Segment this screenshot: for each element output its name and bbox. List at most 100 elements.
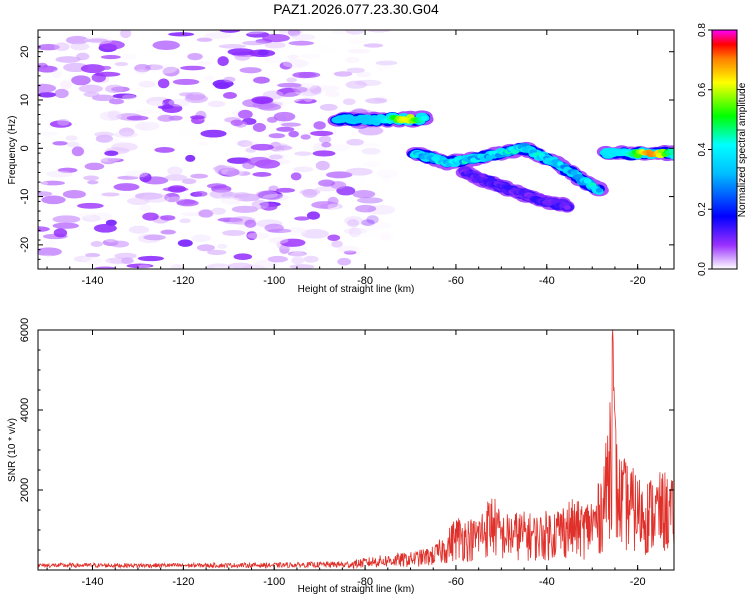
noise-blob	[137, 123, 150, 131]
noise-blob	[343, 250, 357, 255]
noise-blob	[314, 186, 338, 192]
noise-blob	[103, 233, 127, 243]
noise-blob	[45, 170, 73, 178]
noise-blob	[327, 234, 341, 241]
noise-blob	[38, 254, 56, 261]
noise-blob	[77, 212, 90, 217]
noise-blob	[52, 222, 80, 229]
noise-blob	[125, 170, 149, 178]
noise-blob	[330, 30, 352, 35]
noise-blob	[105, 84, 124, 94]
noise-blob	[203, 76, 215, 81]
noise-blob	[196, 61, 213, 66]
noise-blob	[345, 80, 368, 89]
noise-blob	[288, 130, 299, 138]
noise-blob	[84, 36, 113, 45]
noise-blob	[213, 266, 234, 269]
noise-blob	[365, 97, 388, 104]
noise-blob	[289, 264, 315, 269]
noise-blob	[246, 31, 270, 38]
noise-blob	[293, 166, 314, 173]
noise-blob	[40, 180, 66, 186]
noise-blob	[268, 133, 286, 139]
noise-blob	[300, 54, 322, 59]
noise-blob	[157, 78, 170, 89]
noise-blob	[233, 253, 253, 261]
noise-blob	[354, 79, 382, 87]
noise-blob	[356, 197, 383, 204]
spectrogram-x-tick-label: -140	[81, 275, 103, 287]
noise-blob	[54, 88, 69, 99]
noise-blob	[159, 263, 178, 269]
noise-blob	[223, 76, 236, 83]
noise-blob	[342, 98, 356, 106]
noise-blob	[318, 179, 336, 187]
spectrogram-x-tick-label: -60	[448, 275, 464, 287]
noise-blob	[218, 44, 247, 49]
noise-blob	[38, 180, 49, 186]
noise-blob	[177, 239, 193, 247]
noise-blob	[366, 215, 379, 225]
noise-blob	[107, 110, 122, 121]
noise-blob	[126, 115, 149, 121]
tone-2-cell	[574, 173, 584, 179]
noise-blob	[302, 92, 314, 103]
noise-blob	[170, 264, 182, 269]
noise-blob	[283, 145, 297, 152]
noise-blob	[238, 224, 262, 233]
noise-blob	[100, 65, 112, 70]
noise-blob	[351, 227, 378, 238]
noise-blob	[288, 40, 315, 46]
colorbar-tick-label: 0.4	[697, 142, 708, 156]
noise-blob	[40, 131, 59, 136]
spectrogram-y-ticks: -20 -10 0 10 20	[19, 36, 674, 270]
noise-blob	[337, 257, 352, 266]
noise-blob	[196, 244, 215, 252]
noise-blob	[350, 40, 368, 45]
noise-blob	[246, 230, 258, 241]
noise-blob	[113, 183, 140, 191]
noise-blob	[114, 61, 129, 67]
noise-blob	[348, 227, 361, 238]
noise-blob	[190, 115, 205, 120]
tone-3-cell	[503, 184, 513, 190]
noise-blob	[327, 203, 340, 210]
noise-blob	[83, 212, 107, 221]
noise-blob	[143, 234, 166, 241]
noise-blob	[351, 174, 365, 184]
noise-blob	[179, 218, 191, 224]
noise-blob	[358, 126, 384, 136]
noise-blob	[294, 151, 312, 156]
noise-blob	[162, 66, 180, 77]
noise-blob	[348, 38, 372, 43]
spectrogram-x-axis-label: Height of straight line (km)	[298, 284, 415, 295]
spectrogram-frame	[37, 29, 675, 270]
noise-blob	[267, 255, 288, 263]
noise-blob	[381, 233, 394, 242]
tone-2-cell	[595, 187, 603, 193]
noise-blob	[180, 65, 206, 71]
noise-blob	[207, 100, 226, 108]
noise-blob	[206, 206, 231, 213]
noise-blob	[52, 215, 81, 224]
noise-blob	[185, 104, 197, 109]
snr-y-tick-label: 6000	[19, 318, 31, 342]
spectrogram-y-tick-label: -20	[19, 237, 31, 253]
noise-blob	[176, 199, 199, 207]
noise-blob	[219, 30, 241, 33]
noise-blob	[62, 190, 86, 199]
noise-blob	[99, 111, 122, 121]
noise-blobs	[38, 30, 399, 269]
noise-blob	[104, 150, 119, 157]
noise-blob	[294, 216, 310, 221]
tone-4-cell	[670, 153, 674, 159]
noise-blob	[352, 190, 376, 199]
noise-blob	[333, 71, 353, 77]
snr-y-axis-label: SNR (10 * v/v)	[7, 418, 18, 482]
noise-blob	[236, 171, 251, 176]
noise-blob	[227, 48, 255, 56]
noise-blob	[300, 134, 311, 140]
noise-blob	[144, 64, 164, 71]
colorbar-tick-label: 0.6	[697, 82, 708, 96]
colorbar-tick-label: 0.2	[697, 202, 708, 216]
